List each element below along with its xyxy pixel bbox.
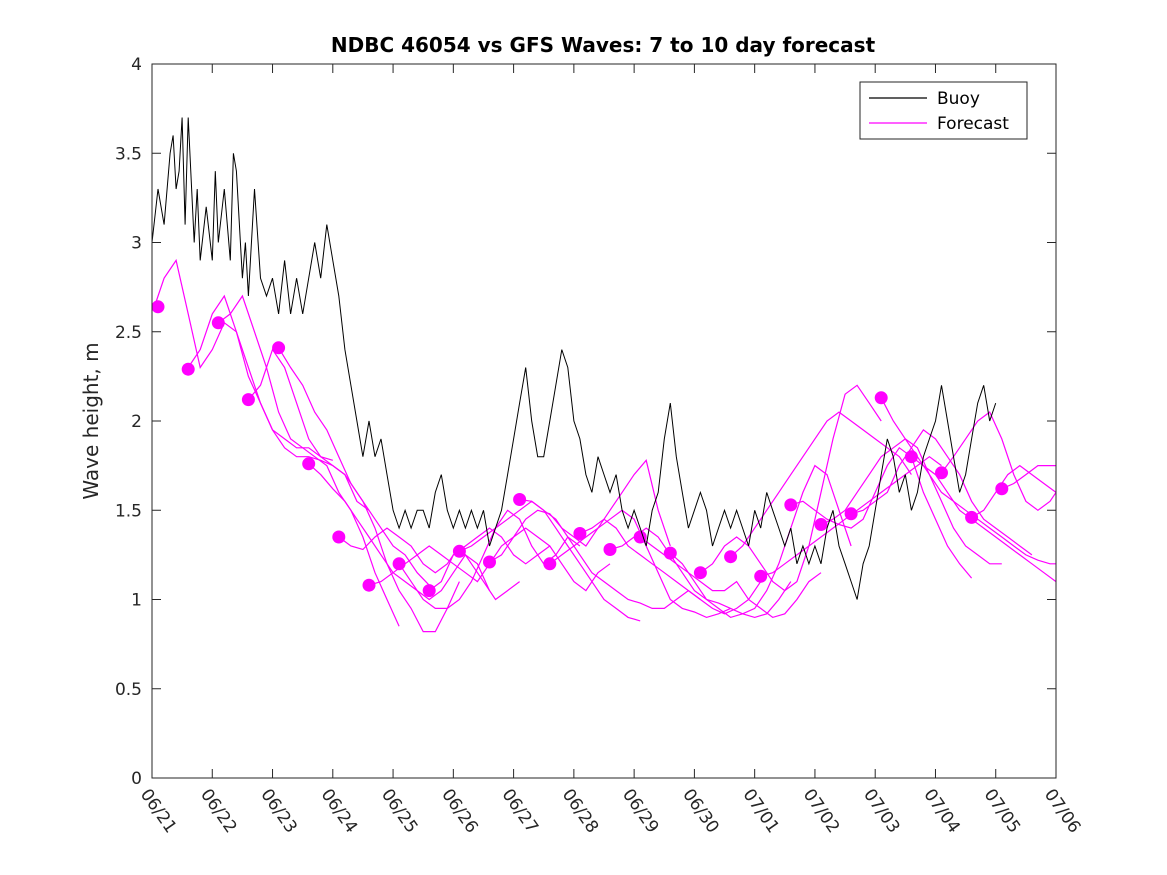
forecast-point-15: [603, 543, 617, 556]
forecast-point-18: [693, 566, 707, 580]
buoy-line: [151, 117, 997, 600]
legend-box: [859, 81, 1028, 140]
forecast-point-21: [784, 498, 798, 512]
y-tick-label-5: 2.5: [115, 323, 142, 343]
forecast-line-17: [669, 464, 852, 619]
forecast-point-14: [573, 527, 587, 540]
forecast-line-18: [700, 384, 882, 592]
forecast-point-20: [754, 569, 768, 583]
forecast-point-28: [995, 482, 1009, 496]
forecast-point-1: [181, 362, 195, 376]
forecast-points: [151, 300, 1009, 598]
forecast-line-3: [247, 348, 430, 586]
y-tick-label-3: 1.5: [115, 501, 142, 521]
forecast-line-23: [850, 429, 1033, 556]
forecast-point-24: [874, 391, 888, 405]
y-tick-label-1: 0.5: [115, 680, 142, 700]
forecast-line-12: [519, 498, 701, 610]
forecast-point-11: [483, 555, 496, 569]
forecast-line-21: [790, 446, 973, 579]
forecast-point-12: [513, 493, 527, 506]
legend: Buoy Forecast: [859, 81, 1028, 140]
legend-label-0: Buoy: [937, 89, 980, 109]
y-tick-label-7: 3.5: [115, 144, 142, 164]
chart-title: NDBC 46054 vs GFS Waves: 7 to 10 day for…: [331, 33, 876, 57]
forecast-point-7: [362, 578, 376, 592]
forecast-line-27: [971, 464, 1057, 518]
y-tick-label-2: 1: [131, 591, 142, 611]
forecast-line-4: [278, 347, 460, 633]
forecast-point-26: [935, 466, 948, 480]
y-axis-label: Wave height, m: [79, 342, 103, 499]
forecast-point-3: [241, 393, 255, 407]
forecast-point-6: [332, 530, 346, 544]
forecast-point-25: [904, 450, 918, 464]
forecast-line-26: [941, 411, 1057, 512]
forecast-point-10: [452, 544, 466, 558]
forecast-point-5: [302, 457, 316, 471]
y-tick-label-8: 4: [131, 55, 142, 75]
forecast-point-16: [633, 530, 647, 544]
forecast-line-10: [459, 500, 641, 622]
forecast-point-23: [844, 507, 858, 521]
forecast-line-28: [1001, 465, 1056, 490]
forecast-point-27: [965, 510, 979, 524]
forecast-point-2: [211, 316, 225, 330]
forecast-line-6: [338, 527, 520, 601]
forecast-point-8: [392, 557, 406, 571]
forecast-line-22: [820, 438, 1002, 565]
forecast-line-5: [308, 463, 491, 601]
y-tick-label-0: 0: [131, 769, 142, 789]
y-tick-label-4: 2: [131, 412, 142, 432]
buoy-series: [151, 117, 997, 600]
forecast-line-14: [579, 518, 762, 615]
forecast-line-19: [730, 411, 912, 558]
forecast-point-0: [151, 300, 165, 314]
forecast-line-2: [217, 294, 400, 627]
legend-label-1: Forecast: [937, 114, 1009, 134]
plot-area: [154, 258, 1057, 633]
forecast-point-19: [724, 550, 738, 564]
forecast-point-4: [272, 341, 286, 355]
forecast-point-17: [663, 546, 677, 560]
forecast-point-22: [814, 518, 828, 531]
y-tick-label-6: 3: [131, 234, 142, 254]
forecast-point-13: [543, 557, 557, 571]
forecast-point-9: [422, 584, 436, 598]
